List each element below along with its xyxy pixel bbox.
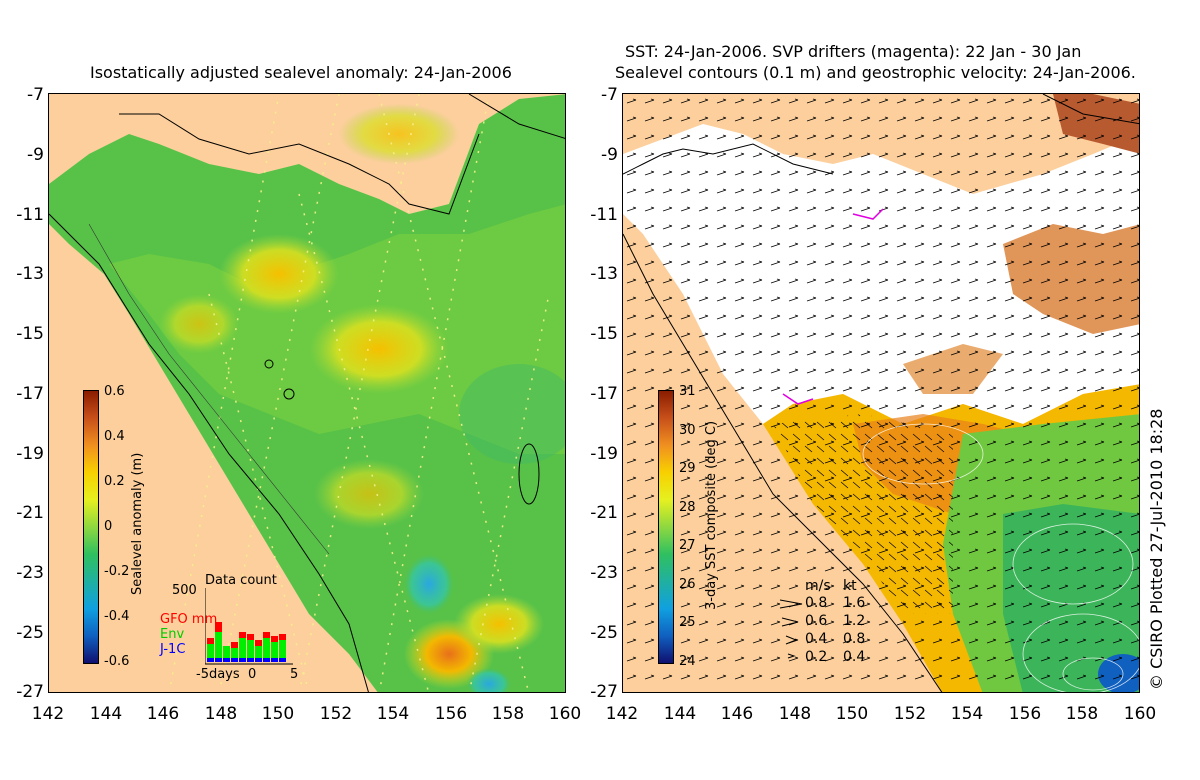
right-y-tick: -27 [590, 682, 618, 702]
velocity-key-kt: 1.2 [843, 613, 866, 629]
right-x-tick: 142 [605, 704, 639, 724]
sealevel-colorbar [83, 390, 99, 664]
left-x-tick: 160 [548, 704, 582, 724]
right-x-tick: 152 [893, 704, 927, 724]
sst-cbar-tick: 24 [679, 654, 696, 669]
right-panel-title-line1: SST: 24-Jan-2006. SVP drifters (magenta)… [625, 42, 1082, 61]
sealevel-map-svg [49, 94, 565, 692]
right-x-tick: 144 [663, 704, 697, 724]
legend-env: Env [160, 627, 185, 642]
right-y-tick: -19 [590, 444, 618, 464]
velocity-key-ms: 0.8 [805, 595, 828, 611]
right-x-tick: 148 [778, 704, 812, 724]
velocity-key-ms: 0.6 [805, 613, 828, 629]
plot-credit: © CSIRO Plotted 27-Jul-2010 18:28 [1147, 408, 1166, 690]
legend-j1c: J-1C [160, 642, 186, 657]
left-y-tick: -11 [16, 205, 44, 225]
data-count-x-left: -5days [196, 667, 240, 682]
data-count-title: Data count [205, 573, 277, 588]
right-x-tick: 156 [1008, 704, 1042, 724]
data-count-max: 500 [172, 583, 197, 598]
legend-gfo: GFO mm [160, 612, 218, 627]
sealevel-cbar-label: Sealevel anomaly (m) [130, 452, 145, 595]
sealevel-cbar-tick: 0.2 [104, 474, 125, 489]
left-x-tick: 150 [261, 704, 295, 724]
sst-cbar-label: 3-day SST composite (deg C) [704, 420, 719, 610]
right-y-tick: -15 [590, 324, 618, 344]
right-y-tick: -23 [590, 563, 618, 583]
left-x-tick: 154 [376, 704, 410, 724]
left-y-tick: -23 [16, 563, 44, 583]
sst-cbar-tick: 31 [679, 384, 696, 399]
right-x-tick: 146 [720, 704, 754, 724]
left-y-tick: -13 [16, 264, 44, 284]
left-x-tick: 144 [89, 704, 123, 724]
right-x-tick: 154 [950, 704, 984, 724]
sealevel-cbar-tick: -0.4 [104, 609, 130, 624]
velocity-key-header-kt: kt [843, 578, 857, 594]
data-count-x-right: 5 [290, 667, 299, 682]
sst-cbar-tick: 30 [679, 423, 696, 438]
left-y-tick: -21 [16, 503, 44, 523]
velocity-key-ms: 0.4 [805, 631, 828, 647]
left-y-tick: -19 [16, 444, 44, 464]
sst-map-svg [623, 94, 1139, 692]
left-x-tick: 146 [146, 704, 180, 724]
sealevel-cbar-tick: 0 [104, 519, 113, 534]
left-y-tick: -15 [16, 324, 44, 344]
velocity-key-kt: 0.4 [843, 649, 866, 665]
sealevel-cbar-tick: -0.6 [104, 654, 130, 669]
velocity-key-kt: 0.8 [843, 631, 866, 647]
sst-cbar-tick: 28 [679, 500, 696, 515]
left-x-tick: 142 [31, 704, 65, 724]
velocity-key-header-ms: m/s [805, 578, 831, 594]
left-x-tick: 148 [204, 704, 238, 724]
sealevel-anomaly-map [48, 93, 566, 693]
right-y-tick: -21 [590, 503, 618, 523]
right-y-tick: -25 [590, 623, 618, 643]
velocity-key-ms: 0.2 [805, 649, 828, 665]
left-x-tick: 158 [491, 704, 525, 724]
sst-colorbar [658, 390, 674, 664]
data-count-x-mid: 0 [248, 667, 257, 682]
sealevel-cbar-tick: 0.4 [104, 429, 125, 444]
sealevel-cbar-tick: -0.2 [104, 564, 130, 579]
right-y-tick: -17 [590, 384, 618, 404]
right-panel-title-line2: Sealevel contours (0.1 m) and geostrophi… [615, 63, 1136, 82]
left-y-tick: -9 [27, 145, 44, 165]
velocity-key-arrows [779, 599, 803, 659]
sst-cbar-tick: 29 [679, 461, 696, 476]
left-y-tick: -25 [16, 623, 44, 643]
sst-cbar-tick: 27 [679, 538, 696, 553]
sst-cbar-tick: 25 [679, 615, 696, 630]
left-x-tick: 156 [434, 704, 468, 724]
left-x-tick: 152 [319, 704, 353, 724]
right-y-tick: -13 [590, 264, 618, 284]
data-count-bars [205, 588, 293, 665]
sealevel-cbar-tick: 0.6 [104, 384, 125, 399]
left-y-tick: -7 [27, 85, 44, 105]
sst-cbar-tick: 26 [679, 577, 696, 592]
right-x-tick: 150 [835, 704, 869, 724]
velocity-key-kt: 1.6 [843, 595, 866, 611]
right-y-tick: -7 [601, 85, 618, 105]
left-y-tick: -17 [16, 384, 44, 404]
right-y-tick: -11 [590, 205, 618, 225]
right-x-tick: 160 [1123, 704, 1157, 724]
right-y-tick: -9 [601, 145, 618, 165]
left-panel-title: Isostatically adjusted sealevel anomaly:… [90, 63, 512, 82]
sst-velocity-map [622, 93, 1140, 693]
left-y-tick: -27 [16, 682, 44, 702]
right-x-tick: 158 [1065, 704, 1099, 724]
